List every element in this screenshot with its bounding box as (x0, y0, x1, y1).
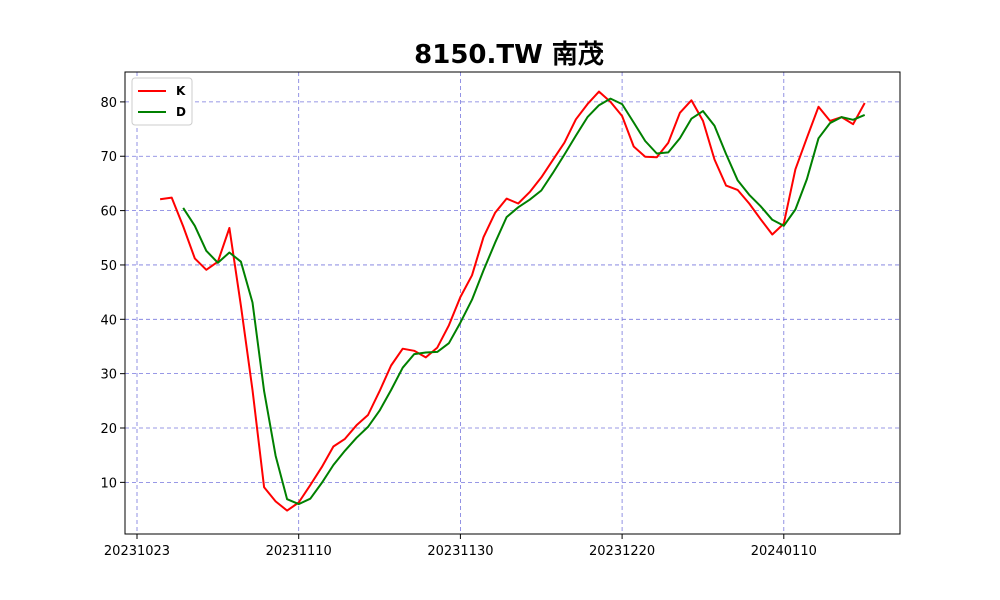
legend: K D (131, 77, 193, 126)
series-line-k (159, 90, 866, 512)
y-tick-label: 50 (100, 259, 117, 274)
legend-k-label: K (176, 84, 186, 98)
y-tick-label: 80 (100, 96, 117, 111)
series-line-d (182, 97, 866, 506)
y-tick-label: 70 (100, 150, 117, 165)
x-tick-label: 20231023 (104, 544, 170, 559)
y-tick-label: 40 (100, 313, 117, 328)
legend-d-label: D (176, 105, 186, 119)
axis-layer: 10 20 30 40 50 60 70 80 20231023 20231110 20231130… (100, 96, 816, 559)
plot-area-frame (124, 71, 901, 535)
grid-layer (125, 72, 900, 534)
x-tick-label: 20231130 (427, 544, 493, 559)
y-tick-label: 10 (100, 476, 117, 491)
legend-box (131, 77, 193, 126)
x-tick-label: 20231220 (589, 544, 655, 559)
x-tick-label: 20231110 (266, 544, 332, 559)
y-tick-label: 30 (100, 368, 117, 383)
series-layer (159, 90, 866, 512)
chart-title: 8150.TW 南茂 (414, 40, 604, 70)
x-tick-label: 20240110 (751, 544, 817, 559)
y-tick-label: 20 (100, 422, 117, 437)
y-tick-label: 60 (100, 205, 117, 220)
